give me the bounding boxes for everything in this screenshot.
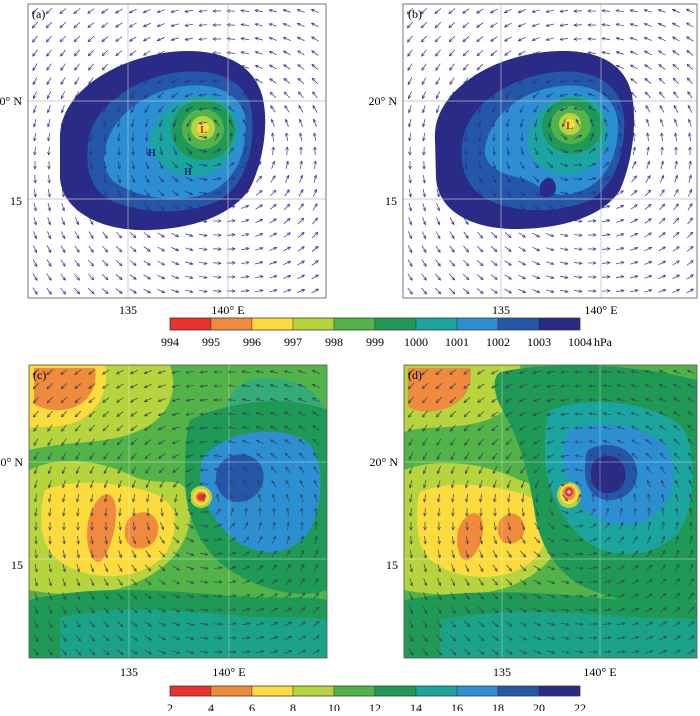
colorbar_speed-cell: [457, 686, 498, 696]
panel-c-lon-135: 135: [120, 665, 138, 679]
colorbar_pressure-cell: [375, 318, 416, 330]
panel-a: (a) L H H 20° N 15 135 140° E: [0, 4, 326, 317]
colorbar_pressure-cell: [334, 318, 375, 330]
colorbar_speed-tick-label: 12: [369, 701, 381, 711]
panel-b-lat-20: 20° N: [369, 94, 398, 108]
panel-d-lon-140: 140° E: [583, 665, 616, 679]
colorbar_pressure-tick-label: 1003: [527, 335, 551, 349]
speed-colorbar-ticks: 2 4 6 8 10 12 14 16 18 20 22: [167, 701, 586, 711]
panel-c-label: (c): [33, 368, 46, 382]
colorbar_pressure-tick-label: 999: [366, 335, 384, 349]
colorbar_speed-tick-label: 2: [167, 701, 173, 711]
pressure-colorbar-unit: hPa: [594, 335, 613, 349]
colorbar_speed-cell: [416, 686, 457, 696]
speed-colorbar: 2 4 6 8 10 12 14 16 18 20 22: [167, 686, 586, 711]
colorbar_speed-tick-label: 4: [208, 701, 214, 711]
pressure-colorbar-cells: [170, 318, 580, 330]
panel-b-lat-15: 15: [385, 194, 397, 208]
panel-c: (c) 20° N 15 135 140° E: [0, 365, 327, 679]
panel-a-lat-15: 15: [10, 194, 22, 208]
colorbar_speed-cell: [375, 686, 416, 696]
colorbar_speed-cell: [252, 686, 293, 696]
colorbar_pressure-cell: [211, 318, 252, 330]
colorbar_speed-tick-label: 10: [328, 701, 340, 711]
panel-a-lon-135: 135: [119, 303, 137, 317]
panel-a-low-mark: L: [200, 124, 207, 136]
colorbar_pressure-cell: [252, 318, 293, 330]
colorbar_speed-cell: [293, 686, 334, 696]
colorbar_speed-tick-label: 14: [410, 701, 422, 711]
panel-b-label: (b): [408, 7, 422, 21]
colorbar_pressure-cell: [498, 318, 539, 330]
colorbar_pressure-tick-label: 994: [161, 335, 179, 349]
colorbar_pressure-tick-label: 998: [325, 335, 343, 349]
colorbar_pressure-cell: [457, 318, 498, 330]
colorbar_speed-tick-label: 20: [533, 701, 545, 711]
colorbar_pressure-cell: [170, 318, 211, 330]
colorbar_pressure-tick-label: 1004: [568, 335, 592, 349]
colorbar_pressure-tick-label: 1001: [445, 335, 469, 349]
colorbar_speed-cell: [539, 686, 580, 696]
colorbar_speed-cell: [334, 686, 375, 696]
colorbar_pressure-cell: [539, 318, 580, 330]
colorbar_pressure-cell: [293, 318, 334, 330]
panel-b-lon-135: 135: [492, 303, 510, 317]
colorbar_speed-cell: [170, 686, 211, 696]
panel-d: (d) 20° N 15 135 140° E: [370, 365, 697, 679]
panel-d-label: (d): [408, 368, 422, 382]
colorbar_speed-cell: [498, 686, 539, 696]
panel-d-lat-15: 15: [386, 558, 398, 572]
colorbar_pressure-tick-label: 1000: [404, 335, 428, 349]
panel-d-lon-135: 135: [493, 665, 511, 679]
colorbar_pressure-tick-label: 995: [202, 335, 220, 349]
panel-d-fill: [404, 365, 697, 658]
colorbar_speed-tick-label: 6: [249, 701, 255, 711]
panel-c-lon-140: 140° E: [212, 665, 245, 679]
panel-a-high-mark-1: H: [148, 148, 156, 159]
panel-c-fill: [29, 365, 327, 658]
colorbar_speed-tick-label: 18: [492, 701, 504, 711]
panel-c-lat-20: 20° N: [0, 455, 23, 469]
colorbar_speed-tick-label: 16: [451, 701, 463, 711]
colorbar_pressure-tick-label: 996: [243, 335, 261, 349]
pressure-colorbar: 994 995 996 997 998 999 1000 1001 1002 1003 1004 h…: [161, 318, 613, 349]
pressure-colorbar-ticks: 994 995 996 997 998 999 1000 1001 1002 1003 1004: [161, 335, 592, 349]
colorbar_speed-cell: [211, 686, 252, 696]
panel-a-lat-20: 20° N: [0, 94, 22, 108]
panel-b-lon-140: 140° E: [584, 303, 617, 317]
colorbar_pressure-tick-label: 1002: [486, 335, 510, 349]
colorbar_speed-tick-label: 8: [290, 701, 296, 711]
panel-b: (b) L 20° N 15 135 140° E: [369, 4, 697, 317]
colorbar_pressure-tick-label: 997: [284, 335, 302, 349]
panel-c-lat-15: 15: [11, 558, 23, 572]
panel-a-high-mark-2: H: [184, 167, 192, 178]
panel-d-lat-20: 20° N: [370, 455, 399, 469]
colorbar_pressure-cell: [416, 318, 457, 330]
panel-b-low-mark: L: [566, 120, 573, 132]
speed-colorbar-cells: [170, 686, 580, 696]
colorbar_speed-tick-label: 22: [574, 701, 586, 711]
panel-a-lon-140: 140° E: [211, 303, 244, 317]
panel-a-label: (a): [32, 7, 45, 21]
